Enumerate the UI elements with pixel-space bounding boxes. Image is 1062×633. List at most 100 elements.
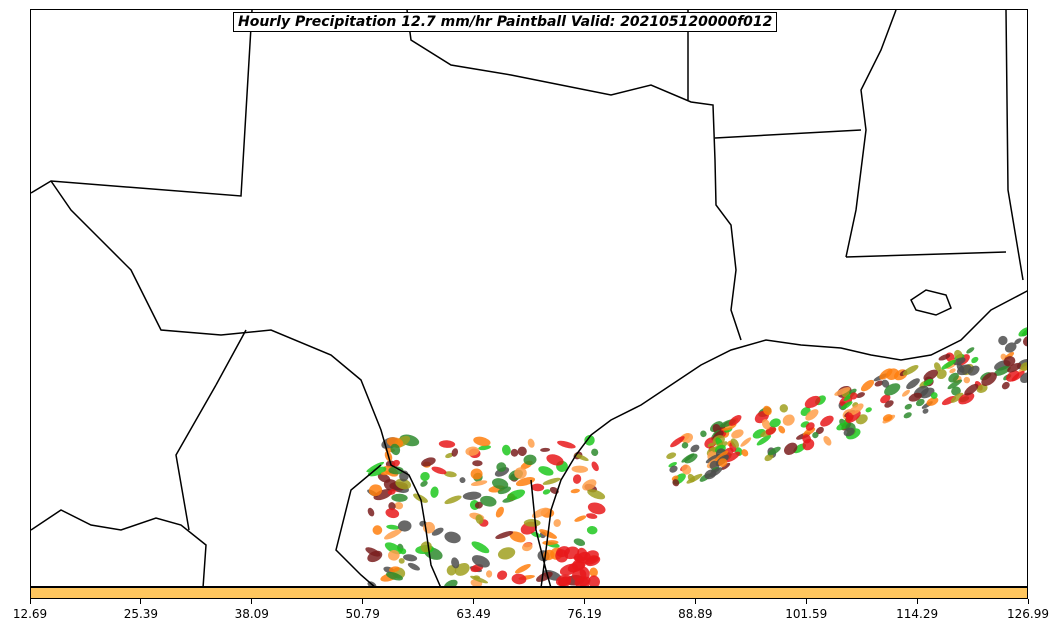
paintball-blob xyxy=(574,553,583,563)
paintball-blob xyxy=(384,529,402,540)
paintball-blob xyxy=(874,380,884,387)
paintball-blob xyxy=(386,437,404,448)
paintball-blob xyxy=(700,430,707,438)
paintball-blob xyxy=(1018,327,1027,337)
paintball-blob xyxy=(515,477,536,487)
colorbar-tick xyxy=(473,599,475,604)
paintball-blob xyxy=(767,446,781,456)
paintball-blob xyxy=(495,531,514,539)
texas-louisiana-border xyxy=(714,159,742,341)
colorbar-tick xyxy=(140,599,142,604)
colorbar-tick-label: 63.49 xyxy=(456,607,491,621)
arkansas-louisiana-line xyxy=(714,129,862,139)
paintball-blob xyxy=(823,436,832,446)
mexico-rio-grande xyxy=(335,464,382,586)
paintball-blob xyxy=(756,434,772,446)
paintball-blob xyxy=(586,525,598,535)
paintball-blob xyxy=(391,493,408,502)
paintball-blob xyxy=(718,458,728,468)
paintball-blob xyxy=(769,418,781,428)
paintball-blob xyxy=(497,486,512,495)
paintball-blob xyxy=(930,392,938,399)
paintball-blob xyxy=(445,452,454,459)
paintball-blob xyxy=(884,400,894,408)
map-panel xyxy=(30,9,1028,587)
colorbar-tick-label: 101.59 xyxy=(785,607,828,621)
paintball-blob xyxy=(964,383,979,396)
colorbar xyxy=(30,587,1028,599)
paintball-blob xyxy=(714,450,729,462)
paintball-blob xyxy=(784,442,798,455)
colorbar-tick xyxy=(29,599,31,604)
paintball-blob xyxy=(470,480,488,487)
paintball-blob xyxy=(403,554,418,562)
map-title: Hourly Precipitation 12.7 mm/hr Paintbal… xyxy=(233,12,778,32)
paintball-blob xyxy=(764,453,774,462)
paintball-blob xyxy=(848,403,864,416)
paintball-blob xyxy=(881,379,890,388)
paintball-blob xyxy=(579,566,590,580)
paintball-blob xyxy=(704,469,717,480)
paintball-blob xyxy=(802,434,811,444)
paintball-blob xyxy=(386,524,400,530)
paintball-blob xyxy=(398,558,405,564)
paintball-blob xyxy=(540,447,551,452)
paintball-blob xyxy=(497,547,516,560)
paintball-blob xyxy=(998,335,1008,346)
paintball-blob xyxy=(509,531,526,543)
paintball-blob xyxy=(474,501,483,509)
paintball-blob xyxy=(407,562,420,571)
paintball-blob xyxy=(388,566,400,573)
paintball-blob xyxy=(587,502,606,515)
colorbar-tick-label: 76.19 xyxy=(567,607,602,621)
paintball-blob xyxy=(804,395,821,409)
colorbar-tick-label: 12.69 xyxy=(12,607,48,621)
paintball-blob xyxy=(707,442,715,448)
colorbar-tick xyxy=(694,599,696,604)
paintball-blob xyxy=(444,531,461,544)
paintball-blob xyxy=(394,501,404,510)
paintball-blob xyxy=(971,356,979,364)
paintball-blob xyxy=(779,404,788,413)
paintball-blob xyxy=(938,354,951,361)
paintball-blob xyxy=(444,495,462,505)
paintball-blob xyxy=(730,438,740,449)
paintball-blob xyxy=(908,392,922,402)
paintball-blob xyxy=(902,389,910,397)
paintball-blob xyxy=(446,565,457,576)
paintball-blob xyxy=(530,531,542,538)
paintball-blob xyxy=(388,549,400,561)
paintball-blob xyxy=(584,435,595,446)
paintball-blob xyxy=(521,542,533,552)
paintball-blob xyxy=(531,483,545,492)
paintball-blob xyxy=(591,461,599,472)
paintball-blob xyxy=(536,571,553,582)
paintball-blob xyxy=(1020,362,1027,371)
map-canvas xyxy=(31,10,1027,586)
paintball-blob xyxy=(517,446,527,456)
paintball-blob xyxy=(502,444,511,456)
paintball-blob xyxy=(721,462,731,470)
paintball-blob xyxy=(820,415,834,427)
paintball-blob xyxy=(967,365,980,376)
paintball-blob xyxy=(556,546,570,558)
colorbar-tick-label: 114.29 xyxy=(896,607,939,621)
texas-border-west xyxy=(31,10,253,197)
colorbar-tick xyxy=(583,599,585,604)
paintball-blob xyxy=(384,542,403,555)
paintball-blob xyxy=(459,477,466,484)
paintball-blob xyxy=(472,460,483,467)
paintball-blob xyxy=(843,427,855,437)
paintball-blob xyxy=(495,506,504,518)
paintball-blob xyxy=(741,449,749,457)
paintball-blob xyxy=(546,454,564,466)
paintball-blob xyxy=(934,362,941,372)
paintball-blob xyxy=(574,515,587,522)
paintball-blob xyxy=(388,502,396,511)
paintball-blob xyxy=(994,365,1011,376)
paintball-blob xyxy=(903,412,912,419)
paintball-blob xyxy=(731,429,744,439)
paintball-blob xyxy=(782,414,795,426)
paintball-blob xyxy=(902,365,919,376)
mississippi-alabama-line xyxy=(1005,10,1024,281)
